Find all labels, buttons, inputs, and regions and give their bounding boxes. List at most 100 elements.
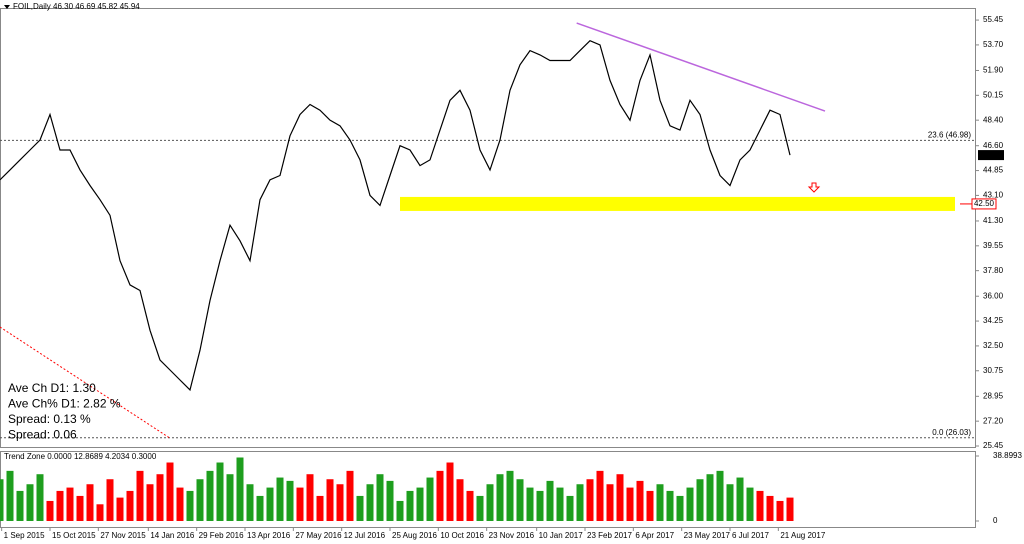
fib-label: 0.0 (26.03) xyxy=(932,428,971,437)
y-tick-label: 43.10 xyxy=(983,191,1004,200)
trend-bar xyxy=(456,479,464,522)
x-tick-label: 29 Feb 2016 xyxy=(199,531,244,540)
trend-bar xyxy=(296,487,304,522)
y-tick-label: 37.80 xyxy=(983,266,1004,275)
info-text: Spread: 0.06 xyxy=(8,428,77,442)
trend-bar xyxy=(56,490,64,522)
trend-bar xyxy=(406,490,414,522)
x-tick-label: 1 Sep 2015 xyxy=(4,531,45,540)
x-tick-label: 15 Oct 2015 xyxy=(52,531,96,540)
trend-bar xyxy=(46,500,54,522)
trend-bar xyxy=(496,474,504,522)
trend-bar xyxy=(386,480,394,522)
trend-bar xyxy=(336,484,344,522)
trend-bar xyxy=(316,495,324,522)
trend-bar xyxy=(446,462,454,522)
price-line xyxy=(0,39,791,392)
trend-bar xyxy=(396,500,404,522)
trend-bar xyxy=(36,474,44,522)
trend-bar xyxy=(6,470,14,522)
trend-bar xyxy=(126,490,134,522)
down-arrow xyxy=(807,182,821,193)
trend-bar xyxy=(426,477,434,522)
y-tick-label: 0 xyxy=(993,516,998,525)
trend-bar xyxy=(366,484,374,522)
trend-bar xyxy=(746,487,754,522)
trend-bar xyxy=(236,457,244,522)
trend-bar xyxy=(346,470,354,522)
trend-bar xyxy=(736,477,744,522)
trend-bar xyxy=(596,470,604,522)
trend-bar xyxy=(96,504,104,522)
x-tick-label: 25 Aug 2016 xyxy=(392,531,437,540)
trend-bar xyxy=(186,490,194,522)
trend-bar xyxy=(356,495,364,522)
last-price-box xyxy=(978,150,1004,161)
trend-bar xyxy=(106,479,114,522)
y-tick-label: 30.75 xyxy=(983,366,1004,375)
trend-bar xyxy=(216,462,224,522)
trend-bar xyxy=(86,484,94,522)
trend-bar xyxy=(466,490,474,522)
trend-bar xyxy=(376,474,384,522)
trend-bar xyxy=(66,487,74,522)
trend-bar xyxy=(176,487,184,522)
menu-arrow xyxy=(4,5,10,9)
y-tick-label: 27.20 xyxy=(983,416,1004,425)
trend-bar xyxy=(256,495,264,522)
x-tick-label: 10 Oct 2016 xyxy=(440,531,484,540)
trend-bar xyxy=(646,490,654,522)
trend-bar xyxy=(286,480,294,522)
trend-bar xyxy=(306,474,314,522)
trend-bar xyxy=(276,477,284,522)
trend-bar xyxy=(716,470,724,522)
trend-bar xyxy=(136,470,144,522)
trend-bar xyxy=(756,490,764,522)
y-tick-label: 25.45 xyxy=(983,441,1004,450)
trend-bar xyxy=(166,462,174,522)
indicator-title: Trend Zone 0.0000 12.8689 4.2034 0.3000 xyxy=(4,452,157,461)
x-tick-label: 27 May 2016 xyxy=(295,531,342,540)
y-tick-label: 48.40 xyxy=(983,115,1004,124)
y-tick-label: 44.85 xyxy=(983,166,1004,175)
trend-bar xyxy=(116,497,124,522)
y-tick-label: 39.55 xyxy=(983,241,1004,250)
x-tick-label: 23 May 2017 xyxy=(684,531,731,540)
x-tick-label: 21 Aug 2017 xyxy=(780,531,825,540)
trend-bar xyxy=(546,480,554,522)
x-tick-label: 12 Jul 2016 xyxy=(344,531,386,540)
y-tick-label: 28.95 xyxy=(983,391,1004,400)
y-tick-label: 53.70 xyxy=(983,40,1004,49)
y-tick-label: 51.90 xyxy=(983,66,1004,75)
trend-bar xyxy=(146,484,154,522)
support-box xyxy=(971,198,997,210)
info-text: Spread: 0.13 % xyxy=(8,412,91,426)
trend-bar xyxy=(606,484,614,522)
trend-bar xyxy=(656,484,664,522)
info-text: Ave Ch D1: 1.30 xyxy=(8,381,96,395)
trend-bar xyxy=(536,490,544,522)
trend-bar xyxy=(206,470,214,522)
trend-bar xyxy=(586,479,594,522)
fib-label: 23.6 (46.98) xyxy=(928,130,971,139)
trend-bar xyxy=(0,479,4,522)
y-tick-label: 55.45 xyxy=(983,15,1004,24)
y-tick-label: 32.50 xyxy=(983,341,1004,350)
x-tick-label: 27 Nov 2015 xyxy=(100,531,146,540)
trend-bar xyxy=(566,495,574,522)
trend-bar xyxy=(76,495,84,522)
trend-bar xyxy=(266,487,274,522)
trend-bar xyxy=(776,500,784,522)
price-frame xyxy=(0,8,976,448)
trend-bar xyxy=(696,479,704,522)
y-tick-label: 50.15 xyxy=(983,90,1004,99)
chart-title: FOIL,Daily 46.30 46.69 45.82 45.94 xyxy=(13,2,140,11)
trend-bar xyxy=(226,474,234,522)
trend-bar xyxy=(626,487,634,522)
trend-bar xyxy=(26,484,34,522)
x-tick-label: 23 Feb 2017 xyxy=(587,531,632,540)
trend-bar xyxy=(416,487,424,522)
trend-bar xyxy=(556,487,564,522)
